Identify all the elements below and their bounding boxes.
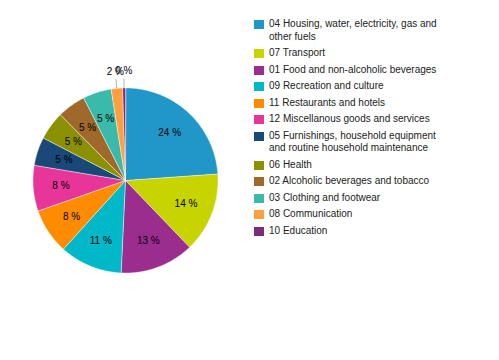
svg-text:5 %: 5 % — [79, 122, 96, 133]
html-text:02 Alcoholic beverages and tob: 02 Alcoholic beverages and tobacco — [269, 175, 430, 186]
html-text:11 Restaurants and hotels: 11 Restaurants and hotels — [269, 96, 385, 108]
html-text:04 Housing, water, electricity: 04 Housing, water, electricity, gas and … — [269, 18, 437, 42]
html-text:06 Health: 06 Health — [269, 158, 312, 170]
html-text:12 Miscellanous goods and serv: 12 Miscellanous goods and services — [269, 113, 430, 124]
html-text:05 Furnishings, household equi: 05 Furnishings, household equipment and … — [269, 129, 436, 153]
html-text:08 Communication: 08 Communication — [269, 208, 353, 219]
svg-text:8 %: 8 % — [52, 180, 69, 191]
html-text:03 Clothing and footwear: 03 Clothing and footwear — [269, 191, 381, 203]
svg-text:5 %: 5 % — [55, 154, 72, 165]
html-text:09 Recreation and culture: 09 Recreation and culture — [269, 80, 384, 91]
svg-text:13 %: 13 % — [137, 235, 160, 246]
html-text:07 Transport: 07 Transport — [269, 47, 326, 58]
svg-text:11 %: 11 % — [90, 235, 112, 246]
svg-text:14 %: 14 % — [175, 198, 198, 209]
svg-text:24 %: 24 % — [158, 127, 181, 138]
svg-text:8 %: 8 % — [63, 211, 80, 222]
svg-text:5 %: 5 % — [65, 136, 82, 147]
svg-text:5 %: 5 % — [97, 113, 114, 124]
html-text:10 Education: 10 Education — [269, 224, 328, 236]
html-text:01 Food and non-alcoholic beve: 01 Food and non-alcoholic beverages — [269, 63, 437, 75]
svg-text:0 %: 0 % — [115, 65, 132, 76]
